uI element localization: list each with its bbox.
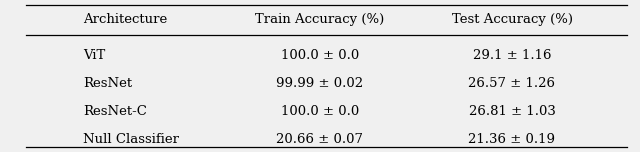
Text: Architecture: Architecture	[83, 13, 168, 26]
Text: 29.1 ± 1.16: 29.1 ± 1.16	[473, 49, 551, 62]
Text: 100.0 ± 0.0: 100.0 ± 0.0	[281, 105, 359, 118]
Text: 20.66 ± 0.07: 20.66 ± 0.07	[276, 133, 364, 146]
Text: Train Accuracy (%): Train Accuracy (%)	[255, 13, 385, 26]
Text: Null Classifier: Null Classifier	[83, 133, 179, 146]
Text: Test Accuracy (%): Test Accuracy (%)	[451, 13, 573, 26]
Text: 99.99 ± 0.02: 99.99 ± 0.02	[276, 77, 364, 90]
Text: ResNet-C: ResNet-C	[83, 105, 147, 118]
Text: ViT: ViT	[83, 49, 106, 62]
Text: ResNet: ResNet	[83, 77, 132, 90]
Text: 26.57 ± 1.26: 26.57 ± 1.26	[468, 77, 556, 90]
Text: 21.36 ± 0.19: 21.36 ± 0.19	[468, 133, 556, 146]
Text: 26.81 ± 1.03: 26.81 ± 1.03	[468, 105, 556, 118]
Text: 100.0 ± 0.0: 100.0 ± 0.0	[281, 49, 359, 62]
